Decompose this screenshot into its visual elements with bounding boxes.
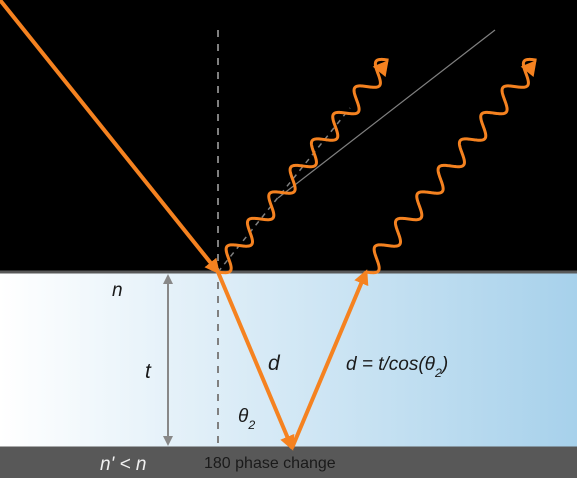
label-n-prime: n' < n [100,454,146,475]
thin-film [0,272,577,448]
label-n: n [112,280,123,301]
label-phase-change: 180 phase change [204,455,336,472]
upper-medium [0,0,577,272]
label-d: d [268,352,281,375]
